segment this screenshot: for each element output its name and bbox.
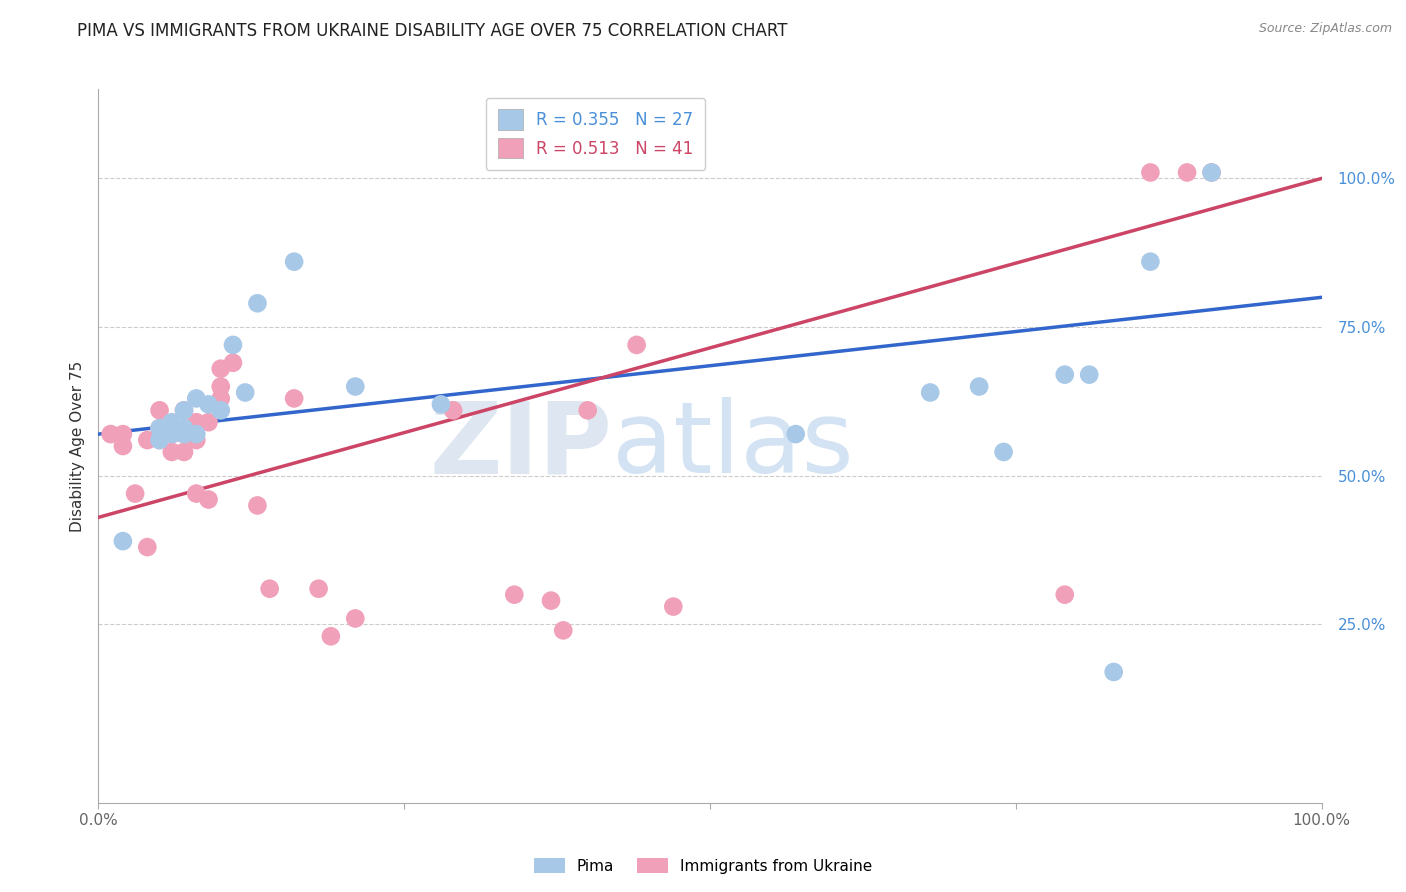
Point <box>1139 254 1161 268</box>
Point <box>173 427 195 442</box>
Point <box>160 445 183 459</box>
Point <box>1053 368 1076 382</box>
Point <box>136 433 159 447</box>
Point <box>209 361 232 376</box>
Point <box>160 427 183 442</box>
Point <box>785 427 807 442</box>
Point <box>222 338 245 352</box>
Point <box>319 629 342 643</box>
Point <box>246 296 269 310</box>
Point <box>1139 165 1161 179</box>
Point <box>1201 165 1223 179</box>
Point <box>111 534 134 549</box>
Point <box>308 582 330 596</box>
Point <box>173 421 195 435</box>
Point <box>173 403 195 417</box>
Point <box>1201 165 1223 179</box>
Point <box>967 379 990 393</box>
Point <box>576 403 599 417</box>
Point <box>1102 665 1125 679</box>
Point <box>186 486 208 500</box>
Point <box>197 492 219 507</box>
Text: PIMA VS IMMIGRANTS FROM UKRAINE DISABILITY AGE OVER 75 CORRELATION CHART: PIMA VS IMMIGRANTS FROM UKRAINE DISABILI… <box>77 22 787 40</box>
Point <box>283 392 305 406</box>
Point <box>259 582 281 596</box>
Point <box>1053 588 1076 602</box>
Point <box>1175 165 1198 179</box>
Point <box>626 338 648 352</box>
Point <box>186 427 208 442</box>
Point <box>1078 368 1101 382</box>
Point <box>149 403 172 417</box>
Point <box>173 427 195 442</box>
Point <box>160 415 183 429</box>
Point <box>920 385 942 400</box>
Legend: R = 0.355   N = 27, R = 0.513   N = 41: R = 0.355 N = 27, R = 0.513 N = 41 <box>486 97 704 169</box>
Point <box>209 392 232 406</box>
Point <box>344 379 367 393</box>
Point <box>993 445 1015 459</box>
Point <box>197 415 219 429</box>
Point <box>100 427 122 442</box>
Point <box>430 397 453 411</box>
Point <box>149 433 172 447</box>
Point <box>149 421 172 435</box>
Point <box>662 599 685 614</box>
Point <box>160 427 183 442</box>
Point <box>136 540 159 554</box>
Y-axis label: Disability Age Over 75: Disability Age Over 75 <box>69 360 84 532</box>
Point <box>197 397 219 411</box>
Point <box>246 499 269 513</box>
Point <box>503 588 526 602</box>
Point <box>186 433 208 447</box>
Point <box>173 445 195 459</box>
Legend: Pima, Immigrants from Ukraine: Pima, Immigrants from Ukraine <box>527 852 879 880</box>
Text: Source: ZipAtlas.com: Source: ZipAtlas.com <box>1258 22 1392 36</box>
Point <box>540 593 562 607</box>
Point <box>160 427 183 442</box>
Point <box>111 439 134 453</box>
Text: ZIP: ZIP <box>429 398 612 494</box>
Point <box>173 403 195 417</box>
Point <box>186 415 208 429</box>
Point <box>209 403 232 417</box>
Point <box>124 486 146 500</box>
Point <box>441 403 464 417</box>
Point <box>233 385 256 400</box>
Point <box>186 392 208 406</box>
Point <box>283 254 305 268</box>
Point <box>553 624 575 638</box>
Point <box>149 421 172 435</box>
Point <box>209 379 232 393</box>
Point <box>111 427 134 442</box>
Point <box>149 433 172 447</box>
Point <box>344 611 367 625</box>
Point <box>222 356 245 370</box>
Text: atlas: atlas <box>612 398 853 494</box>
